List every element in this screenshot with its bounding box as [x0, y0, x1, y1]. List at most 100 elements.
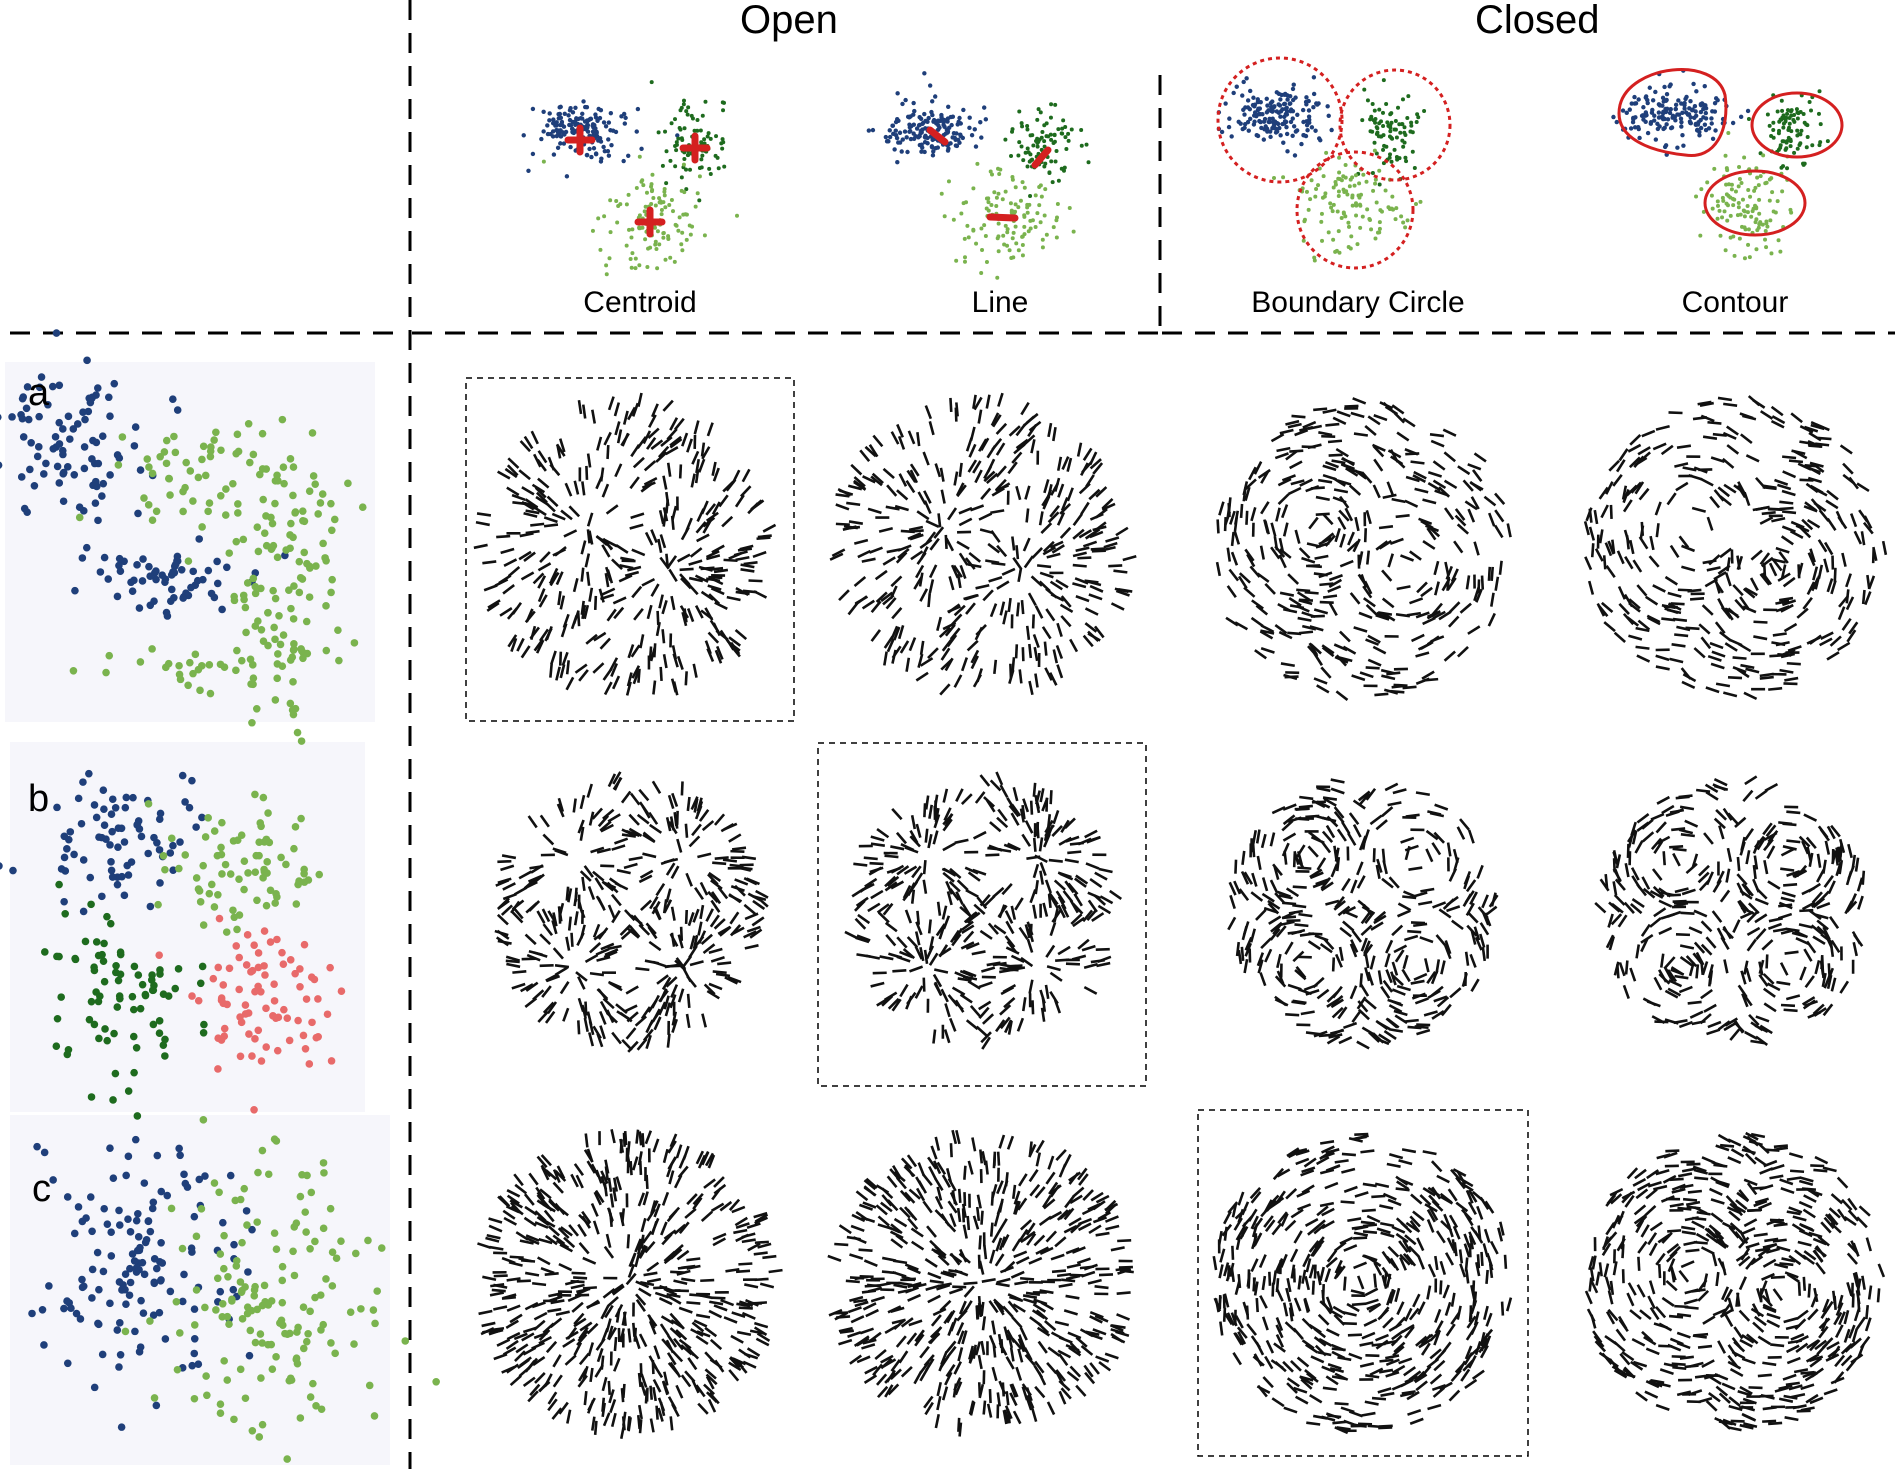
scatter-point — [168, 1205, 176, 1213]
scatter-point — [167, 597, 175, 605]
scatter-point — [1313, 259, 1317, 263]
double-headed-arrow-icon — [1430, 434, 1444, 436]
double-headed-arrow-icon — [1445, 562, 1448, 576]
scatter-point — [108, 867, 116, 875]
scatter-point — [974, 144, 978, 148]
scatter-point — [1369, 227, 1373, 231]
double-headed-arrow-icon — [649, 942, 660, 950]
double-headed-arrow-icon — [1495, 525, 1502, 537]
scatter-point — [526, 169, 530, 173]
scatter-point — [1028, 160, 1032, 164]
double-headed-arrow-icon — [1350, 486, 1360, 495]
scatter-point — [97, 568, 105, 576]
scatter-point — [25, 416, 33, 424]
double-headed-arrow-icon — [1489, 567, 1490, 581]
double-headed-arrow-icon — [1432, 987, 1443, 996]
scatter-point — [101, 978, 109, 986]
scatter-point — [1023, 232, 1027, 236]
scatter-point — [320, 1225, 328, 1233]
double-headed-arrow-icon — [1317, 685, 1329, 692]
double-headed-arrow-icon — [971, 1006, 980, 1017]
scatter-point — [95, 1035, 103, 1043]
double-headed-arrow-icon — [849, 521, 863, 523]
double-headed-arrow-icon — [989, 577, 1002, 581]
scatter-point — [223, 928, 231, 936]
double-headed-arrow-icon — [1656, 667, 1670, 670]
scatter-point — [116, 1319, 124, 1327]
scatter-point — [593, 126, 597, 130]
scatter-point — [41, 1149, 49, 1157]
scatter-point — [262, 1043, 270, 1051]
double-headed-arrow-icon — [1862, 531, 1864, 545]
double-headed-arrow-icon — [996, 772, 1002, 785]
scatter-point — [186, 804, 194, 812]
double-headed-arrow-icon — [702, 1014, 705, 1028]
scatter-point — [871, 128, 875, 132]
scatter-point — [107, 920, 115, 928]
scatter-point — [1694, 89, 1698, 93]
scatter-point — [1699, 102, 1703, 106]
scatter-point — [1826, 139, 1830, 143]
thumbnail-3 — [1217, 58, 1450, 268]
double-headed-arrow-icon — [748, 503, 758, 513]
scatter-point — [125, 871, 133, 879]
scatter-point — [1738, 177, 1742, 181]
scatter-point — [630, 251, 634, 255]
scatter-point — [589, 155, 593, 159]
scatter-point — [217, 1409, 225, 1417]
scatter-point — [254, 1026, 262, 1034]
double-headed-arrow-icon — [1354, 825, 1361, 837]
contour-marker — [1619, 70, 1726, 156]
scatter-point — [1382, 78, 1386, 82]
double-headed-arrow-icon — [605, 682, 611, 694]
scatter-point — [287, 1374, 295, 1382]
double-headed-arrow-icon — [1296, 530, 1300, 544]
double-headed-arrow-icon — [1825, 542, 1832, 554]
scatter-point — [1786, 108, 1790, 112]
double-headed-arrow-icon — [968, 981, 980, 988]
scatter-point — [896, 119, 900, 123]
scatter-point — [219, 981, 227, 989]
scatter-point — [1036, 145, 1040, 149]
double-headed-arrow-icon — [871, 837, 884, 841]
scatter-point — [281, 1330, 289, 1338]
double-headed-arrow-icon — [1653, 444, 1666, 449]
scatter-point — [638, 213, 642, 217]
scatter-point — [293, 1219, 301, 1227]
double-headed-arrow-icon — [1228, 548, 1230, 562]
scatter-point — [1707, 126, 1711, 130]
double-headed-arrow-icon — [1323, 410, 1337, 413]
double-headed-arrow-icon — [1255, 650, 1266, 658]
scatter-point — [350, 1340, 358, 1348]
double-headed-arrow-icon — [590, 973, 604, 975]
scatter-point — [1331, 238, 1335, 242]
scatter-point — [1360, 118, 1364, 122]
double-headed-arrow-icon — [1784, 678, 1798, 680]
scatter-point — [630, 266, 634, 270]
double-headed-arrow-icon — [1308, 445, 1322, 448]
scatter-point — [274, 1047, 282, 1055]
scatter-point — [134, 971, 142, 979]
double-headed-arrow-icon — [1289, 911, 1303, 913]
double-headed-arrow-icon — [1066, 964, 1080, 965]
scatter-point — [175, 965, 183, 973]
scatter-point — [625, 202, 629, 206]
scatter-point — [328, 526, 336, 534]
scatter-point — [290, 582, 298, 590]
scatter-point — [559, 105, 563, 109]
double-headed-arrow-icon — [1285, 942, 1292, 954]
double-headed-arrow-icon — [1625, 557, 1632, 569]
double-headed-arrow-icon — [686, 671, 687, 685]
scatter-point — [245, 1030, 253, 1038]
scatter-point — [668, 256, 672, 260]
scatter-point — [658, 200, 662, 204]
double-headed-arrow-icon — [1413, 924, 1427, 926]
scatter-point — [1716, 217, 1720, 221]
double-headed-arrow-icon — [1810, 636, 1821, 644]
scatter-point — [287, 956, 295, 964]
scatter-point — [93, 938, 101, 946]
scatter-point — [1650, 108, 1654, 112]
scatter-point — [1710, 194, 1714, 198]
scatter-point — [970, 133, 974, 137]
double-headed-arrow-icon — [1009, 598, 1011, 612]
